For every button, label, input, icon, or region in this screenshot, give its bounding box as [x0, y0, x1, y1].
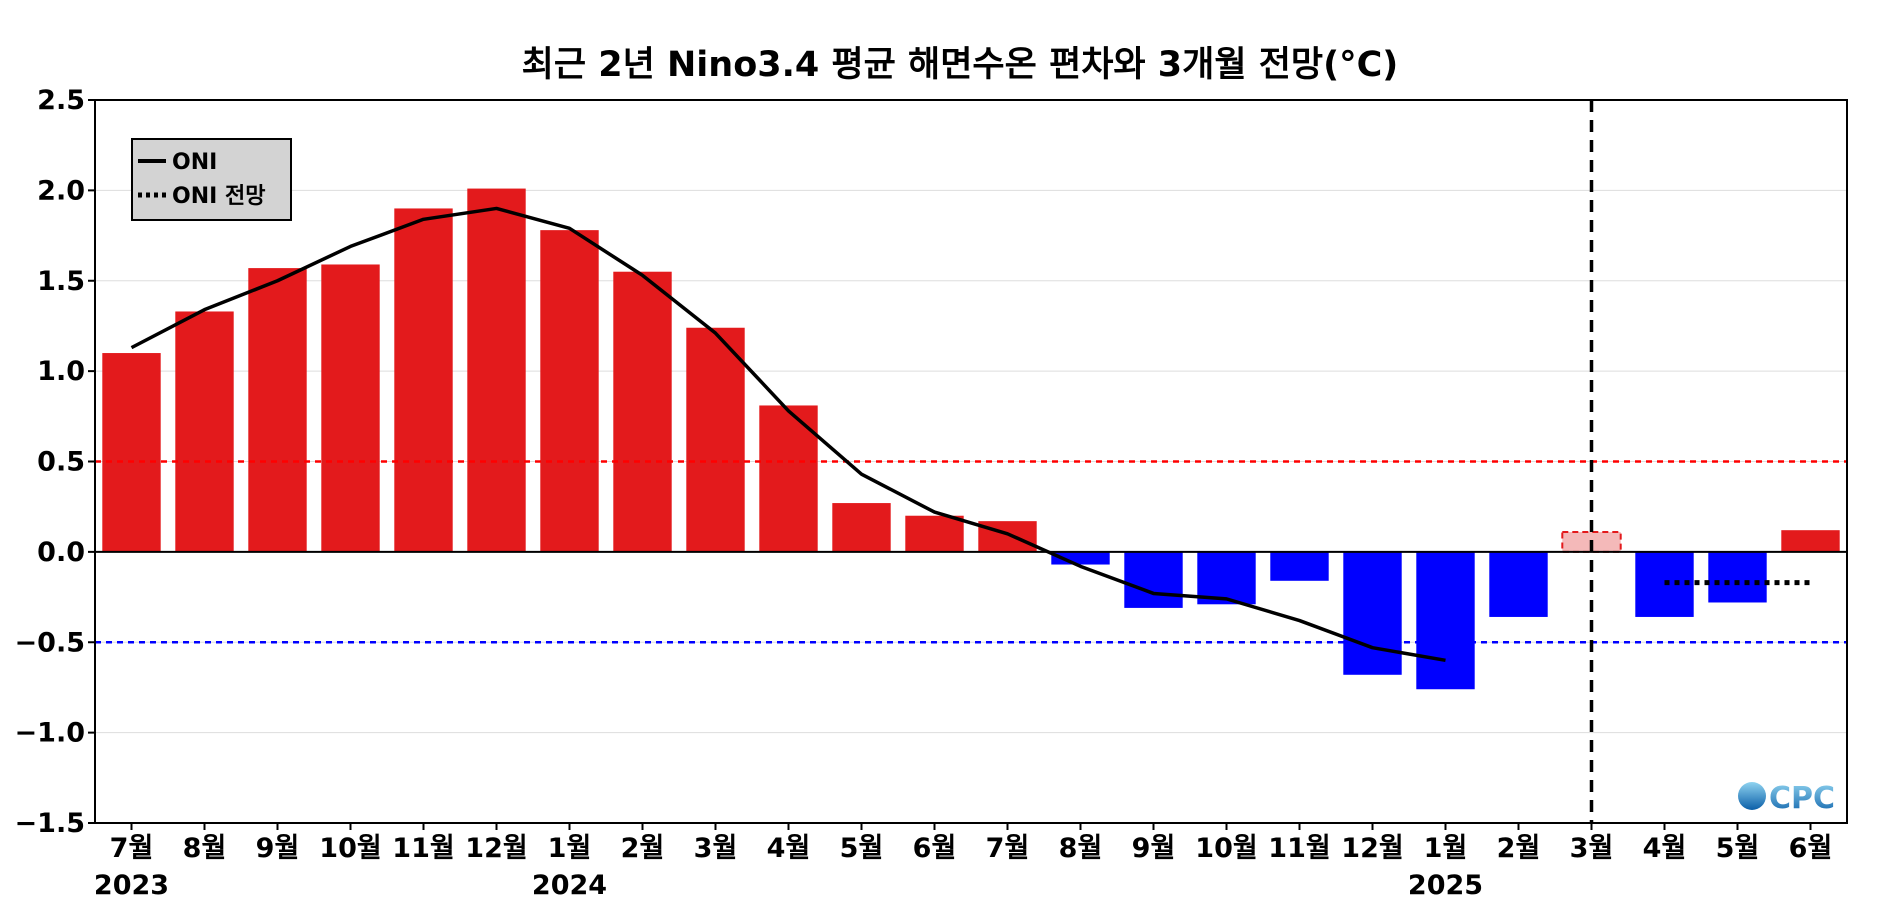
x-tick-label: 10월 — [319, 833, 381, 864]
bar — [540, 230, 599, 552]
bars — [102, 188, 1840, 690]
x-tick-label: 11월 — [392, 833, 454, 864]
x-tick-label: 3월 — [1570, 833, 1614, 864]
bar — [686, 327, 745, 552]
x-tick-label: 4월 — [1643, 833, 1687, 864]
x-tick-label: 10월 — [1195, 833, 1257, 864]
bar — [1197, 551, 1256, 605]
x-tick-label: 7월 — [110, 833, 154, 864]
bar — [175, 311, 234, 552]
bar — [832, 503, 891, 552]
bar — [321, 264, 380, 552]
x-tick-label: 8월 — [1059, 833, 1103, 864]
x-tick-label: 2월 — [621, 833, 665, 864]
x-tick-label: 12월 — [1341, 833, 1403, 864]
y-tick-label: 1.5 — [37, 266, 85, 297]
x-tick-label: 5월 — [1716, 833, 1760, 864]
bar — [978, 521, 1037, 552]
x-tick-label: 1월 — [1424, 833, 1468, 864]
legend-oni-forecast-label: ONI 전망 — [172, 184, 265, 209]
x-tick-label: 3월 — [694, 833, 738, 864]
bar — [905, 515, 964, 552]
bar — [1781, 530, 1840, 552]
y-tick-label: 0.0 — [37, 537, 85, 568]
bar — [1270, 551, 1329, 581]
bar — [1124, 551, 1183, 608]
legend-oni-label: ONI — [172, 150, 217, 175]
x-tick-label: 9월 — [1132, 833, 1176, 864]
noaa-emblem-icon — [1738, 782, 1766, 810]
x-tick-label: 11월 — [1268, 833, 1330, 864]
bar — [394, 208, 453, 552]
legend-box — [131, 138, 292, 221]
bar — [1489, 551, 1548, 617]
x-tick-label: 5월 — [840, 833, 884, 864]
x-year-label: 2024 — [532, 870, 607, 900]
x-tick-label: 8월 — [183, 833, 227, 864]
x-tick-label: 1월 — [548, 833, 592, 864]
y-tick-label: 2.0 — [37, 175, 85, 206]
axes: −1.5 −1.0 −0.5 0.0 0.5 1.0 1.5 2.0 2.5 7월 8월 9월 10월 1… — [15, 85, 1848, 900]
cpc-logo: CPC — [1738, 781, 1835, 816]
x-tick-label: 6월 — [913, 833, 957, 864]
y-tick-label: 2.5 — [37, 85, 85, 116]
logo-text: CPC — [1769, 781, 1835, 816]
x-tick-label: 6월 — [1789, 833, 1833, 864]
reference-lines — [95, 100, 1847, 823]
x-tick-label: 9월 — [256, 833, 300, 864]
y-tick-label: 0.5 — [37, 447, 85, 478]
bar — [248, 268, 307, 552]
x-tick-label: 12월 — [465, 833, 527, 864]
x-tick-label: 2월 — [1497, 833, 1541, 864]
x-year-label: 2023 — [94, 870, 169, 900]
bar — [1416, 551, 1475, 690]
bar — [1343, 551, 1402, 675]
y-tick-label: −0.5 — [15, 627, 85, 658]
chart-title: 최근 2년 Nino3.4 평균 해면수온 편차와 3개월 전망(°C) — [522, 45, 1399, 85]
bar — [1708, 551, 1767, 603]
y-tick-label: 1.0 — [37, 356, 85, 387]
y-tick-label: −1.0 — [15, 718, 85, 749]
legend: ONI ONI 전망 — [131, 138, 292, 221]
y-tick-label: −1.5 — [15, 808, 85, 839]
x-tick-label: 4월 — [767, 833, 811, 864]
x-year-label: 2025 — [1408, 870, 1483, 900]
bar — [613, 271, 672, 552]
bar — [102, 353, 161, 552]
oni-line — [130, 206, 1446, 663]
x-tick-label: 7월 — [986, 833, 1030, 864]
bar — [467, 188, 526, 552]
oni-lines — [130, 206, 1811, 663]
